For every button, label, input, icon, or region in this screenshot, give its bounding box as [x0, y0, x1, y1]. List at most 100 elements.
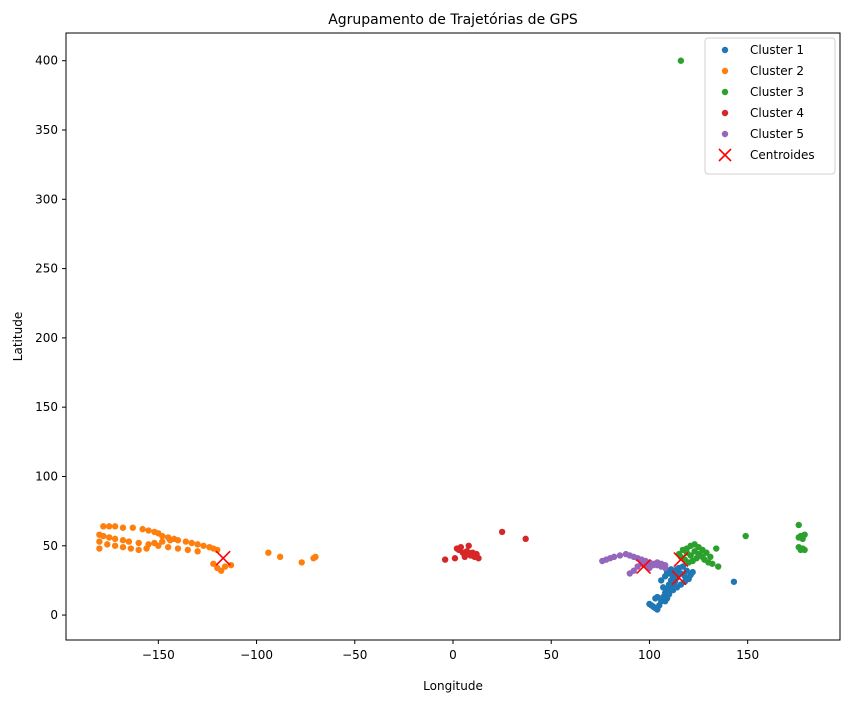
- cluster-3-point: [677, 57, 685, 64]
- cluster-1-point: [661, 597, 669, 605]
- cluster-3-point: [795, 543, 802, 551]
- y-tick-label: 250: [35, 262, 58, 276]
- cluster-2-point: [184, 546, 191, 554]
- cluster-2-point: [129, 524, 136, 531]
- legend-cluster-4-marker: [721, 109, 729, 117]
- cluster-1-point: [652, 595, 659, 602]
- cluster-2-point: [145, 527, 152, 534]
- y-tick-label: 50: [43, 539, 58, 553]
- x-tick-label: 0: [449, 648, 457, 662]
- cluster-2-point: [265, 549, 272, 556]
- cluster-2-point: [298, 559, 305, 566]
- cluster-3-point: [795, 521, 802, 529]
- cluster-4-point: [498, 528, 506, 536]
- cluster-2-point: [166, 537, 174, 544]
- cluster-2-point: [100, 523, 107, 530]
- cluster-3-point: [709, 560, 716, 567]
- cluster-2-point: [143, 545, 150, 552]
- chart-title: Agrupamento de Trajetórias de GPS: [328, 12, 578, 28]
- legend-cluster-3-label: Cluster 3: [750, 85, 804, 99]
- cluster-4-point: [465, 549, 472, 556]
- y-tick-label: 100: [35, 469, 58, 483]
- cluster-2-point: [104, 541, 111, 548]
- cluster-5-point: [630, 567, 637, 574]
- cluster-3-point: [801, 546, 808, 554]
- cluster-2-point: [111, 535, 119, 543]
- cluster-2-point: [139, 525, 146, 533]
- points-layer: [96, 57, 808, 613]
- cluster-2-point: [174, 545, 182, 552]
- cluster-2-point: [96, 538, 103, 545]
- cluster-1-point: [659, 584, 667, 591]
- cluster-1-point: [669, 586, 677, 594]
- cluster-3-point: [795, 534, 802, 541]
- centroid-marker: [673, 552, 689, 568]
- cluster-3-point: [703, 549, 710, 556]
- cluster-2-point: [194, 541, 201, 548]
- cluster-2-point: [100, 532, 107, 540]
- centroid-marker: [635, 558, 652, 575]
- cluster-2-point: [119, 524, 127, 531]
- cluster-2-point: [182, 538, 190, 545]
- legend: Cluster 1 Cluster 2 Cluster 3 Cluster 4 Clus…: [704, 37, 836, 175]
- legend-centroid-marker: [718, 148, 732, 162]
- x-tick-label: −150: [142, 648, 175, 662]
- cluster-5-point: [616, 552, 624, 559]
- cluster-4-point: [475, 555, 482, 562]
- x-axis-label: Longitude: [423, 679, 483, 693]
- x-tick-label: 100: [638, 648, 661, 662]
- cluster-2-point: [210, 560, 217, 567]
- cluster-2-point: [188, 539, 195, 547]
- cluster-2-point: [111, 523, 119, 530]
- y-tick-label: 150: [35, 400, 58, 414]
- cluster-1-point: [658, 577, 665, 584]
- cluster-4-point: [451, 555, 459, 562]
- cluster-2-point: [200, 542, 207, 549]
- cluster-2-point: [164, 543, 172, 551]
- cluster-2-point: [214, 546, 221, 554]
- legend-cluster-5-label: Cluster 5: [750, 127, 804, 141]
- cluster-4-point: [522, 535, 529, 543]
- cluster-4-point: [457, 543, 465, 551]
- legend-cluster-5-marker: [721, 130, 729, 138]
- x-tick-label: −100: [240, 648, 273, 662]
- cluster-2-point: [159, 532, 166, 540]
- cluster-3-point: [713, 545, 720, 552]
- cluster-4-point: [465, 542, 472, 549]
- cluster-2-point: [119, 543, 127, 551]
- x-tick-label: 50: [544, 648, 559, 662]
- cluster-1-point: [689, 568, 696, 576]
- cluster-2-point: [127, 545, 135, 552]
- legend-cluster-1-marker: [721, 46, 729, 54]
- cluster-2-point: [135, 539, 142, 547]
- y-tick-label: 350: [35, 123, 58, 137]
- cluster-3-point: [715, 563, 722, 570]
- legend-cluster-2-label: Cluster 2: [750, 64, 804, 78]
- cluster-5-point: [661, 561, 669, 569]
- legend-box: [704, 37, 836, 175]
- y-tick-label: 200: [35, 331, 58, 345]
- cluster-2-point: [221, 563, 229, 570]
- cluster-2-point: [119, 537, 127, 544]
- y-tick-label: 300: [35, 192, 58, 206]
- legend-cluster-4-label: Cluster 4: [750, 106, 804, 120]
- x-tick-label: −50: [342, 648, 367, 662]
- cluster-2-point: [151, 539, 158, 547]
- legend-cluster-3-marker: [721, 88, 729, 96]
- cluster-2-point: [106, 534, 113, 541]
- cluster-2-point: [174, 537, 182, 544]
- cluster-2-point: [111, 542, 119, 549]
- cluster-3-point: [707, 553, 714, 561]
- cluster-2-point: [194, 548, 201, 555]
- cluster-2-point: [135, 546, 142, 554]
- cluster-2-point: [96, 545, 103, 552]
- cluster-4-point: [441, 556, 449, 563]
- ticks-layer: −150 −100 −50 0 50 100 150 0 50 100 150 200 250 300 35…: [35, 54, 759, 662]
- cluster-3-point: [687, 552, 694, 559]
- legend-centroides-label: Centroides: [750, 148, 815, 162]
- cluster-5-point: [610, 553, 618, 561]
- cluster-3-point: [742, 532, 749, 540]
- centroid-marker: [215, 550, 231, 566]
- cluster-1-point: [675, 564, 683, 572]
